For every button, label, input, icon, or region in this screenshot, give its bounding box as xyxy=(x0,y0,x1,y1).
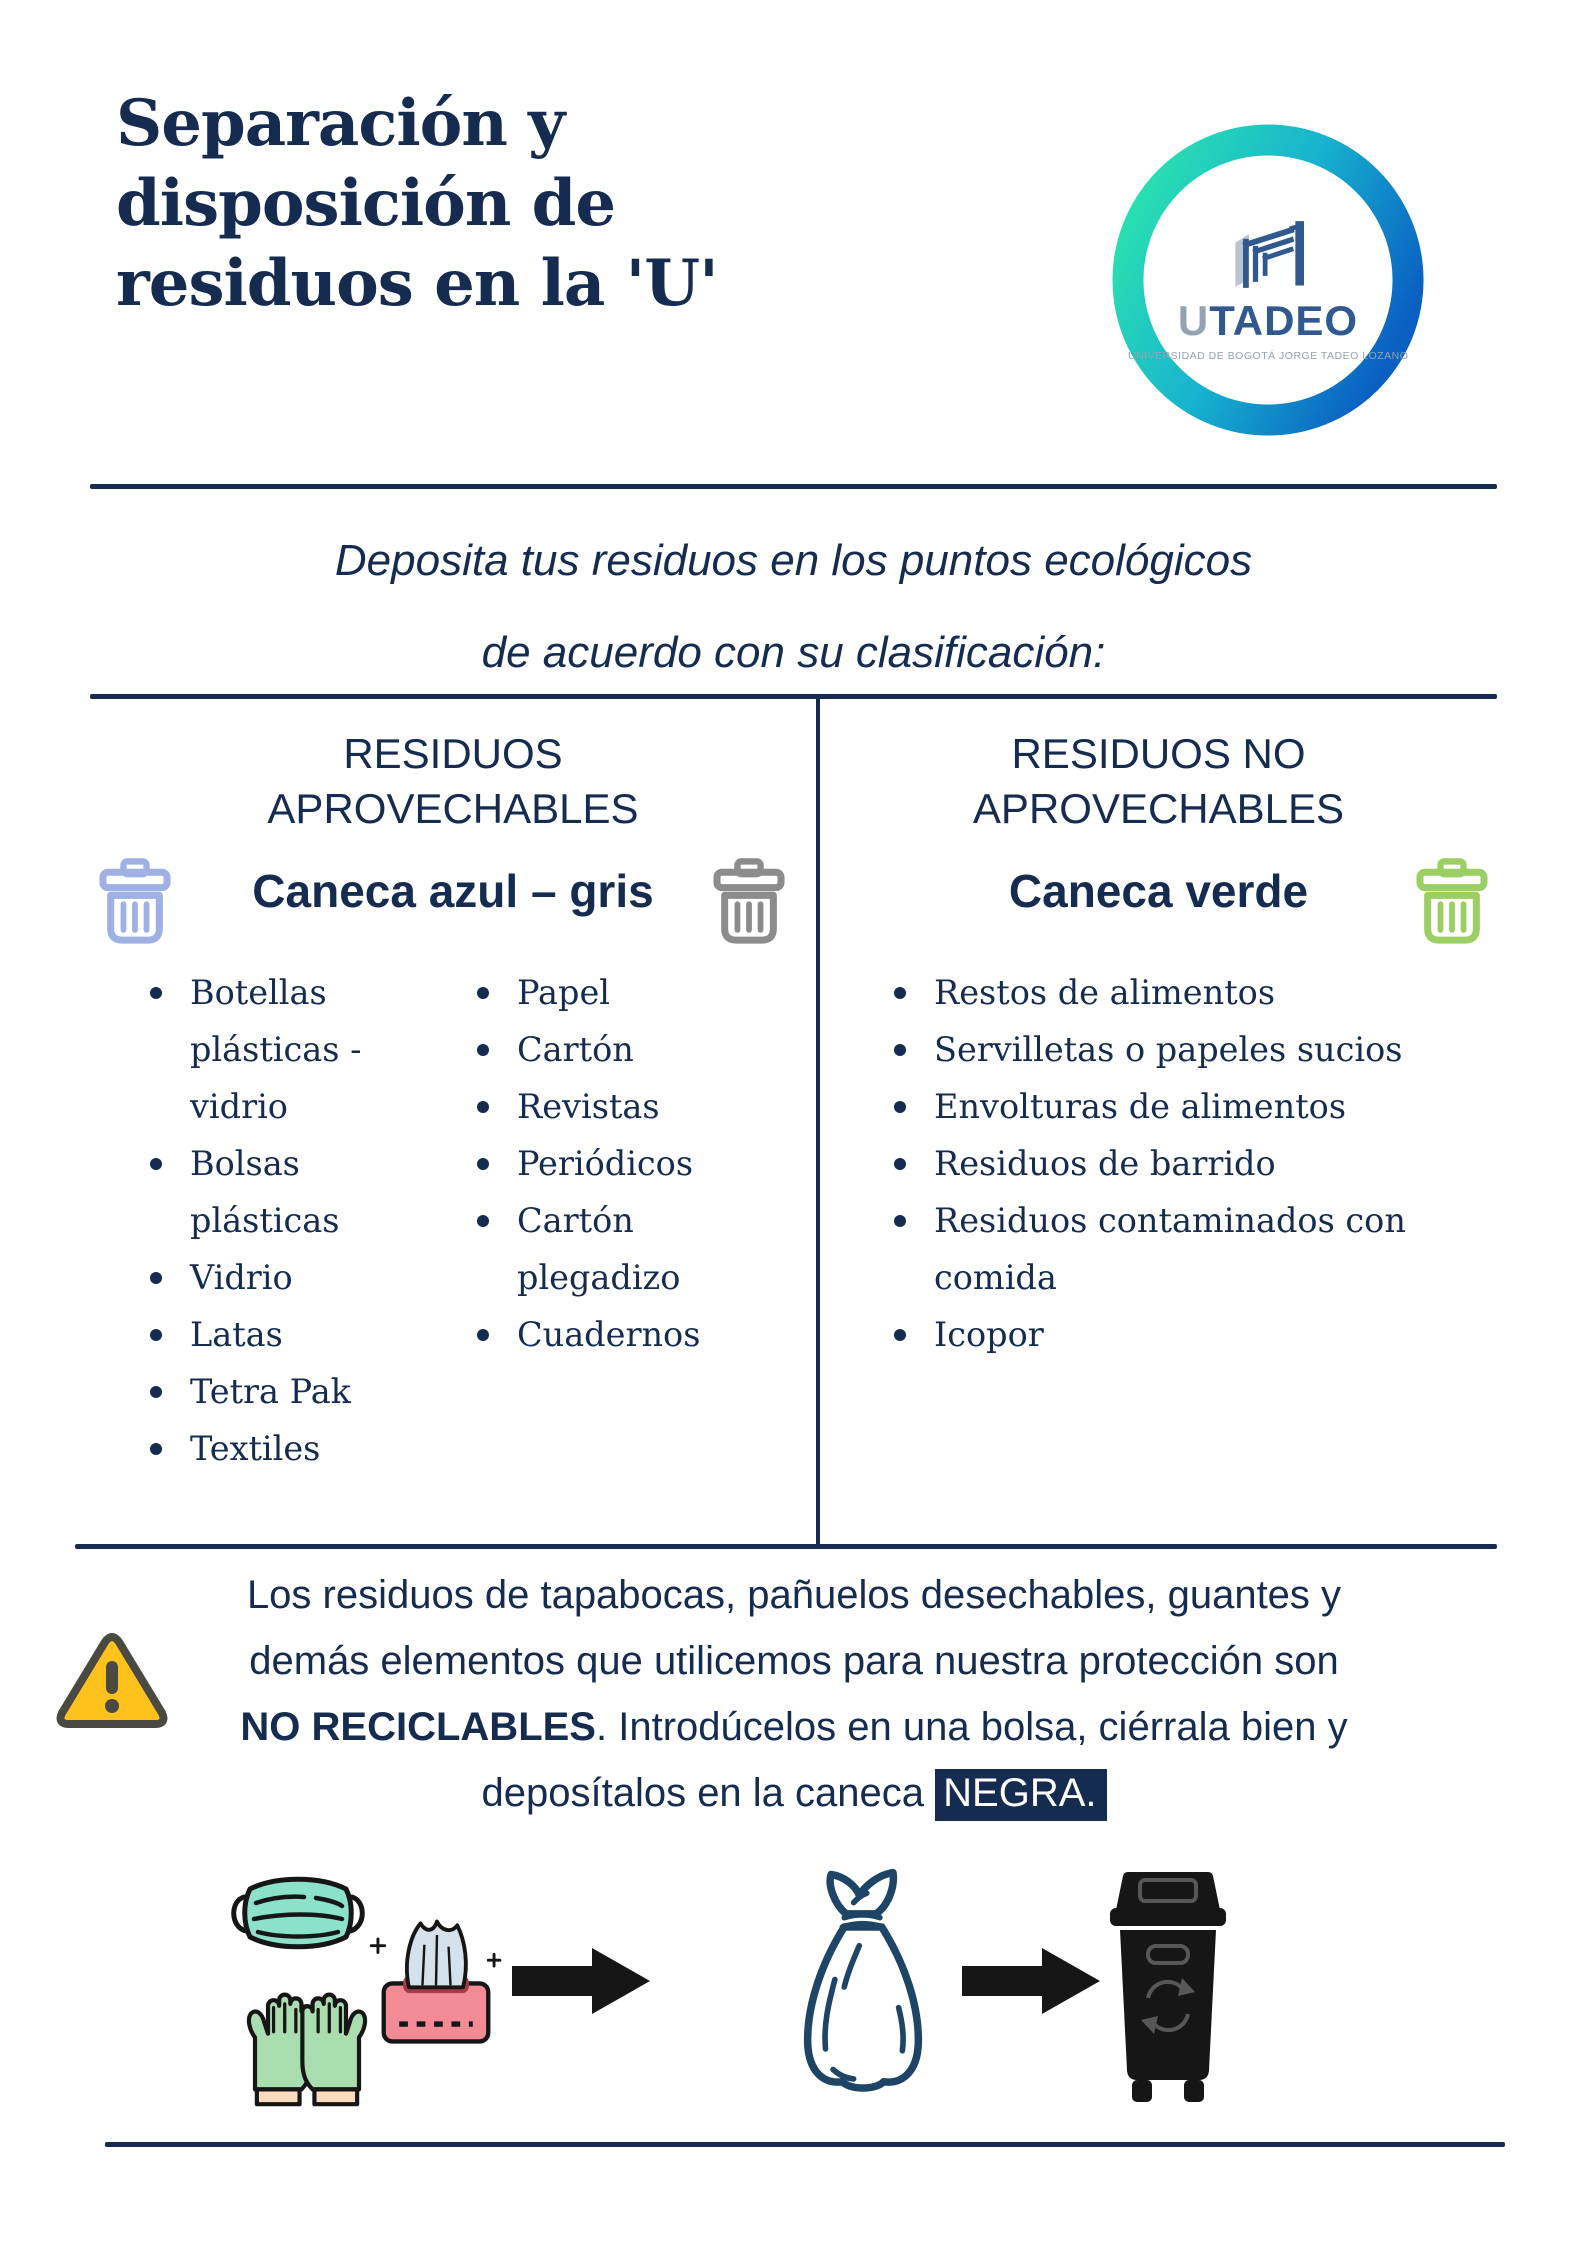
logo-gradient-ring-icon xyxy=(1112,124,1424,436)
negra-highlight: NEGRA. xyxy=(935,1769,1107,1821)
face-mask-icon xyxy=(231,1876,365,1950)
title-line-3: residuos en la 'U' xyxy=(116,246,719,321)
gloves-icon xyxy=(242,1968,372,2116)
list-item: Servilletas o papeles sucios xyxy=(892,1021,1504,1078)
gray-trash-can-icon xyxy=(708,858,790,948)
list-item: Cuadernos xyxy=(475,1306,777,1363)
recyclable-header: RESIDUOS APROVECHABLES xyxy=(267,730,639,832)
logo-tagline: UNIVERSIDAD DE BOGOTÁ JORGE TADEO LOZANO xyxy=(1128,350,1409,362)
list-item: Bolsas plásticas xyxy=(148,1135,400,1249)
logo-letter-u: U xyxy=(1177,297,1210,344)
list-item: Textiles xyxy=(148,1420,400,1477)
column-divider xyxy=(816,699,820,1547)
logo-wordmark: UTADEO xyxy=(1110,298,1426,344)
warning-line-3: NO RECICLABLES. Introdúcelos en una bols… xyxy=(240,1705,1348,1749)
utadeo-logo: UTADEO UNIVERSIDAD DE BOGOTÁ JORGE TADEO… xyxy=(1110,122,1426,438)
recyclable-list-1: Botellas plásticas - vidrio Bolsas plásti… xyxy=(148,964,400,1477)
green-trash-can-icon xyxy=(1411,858,1493,948)
green-bin-row: Caneca verde xyxy=(820,850,1497,950)
divider-columns-bottom xyxy=(75,1544,1497,1549)
list-item: Cartón plegadizo xyxy=(475,1192,777,1306)
divider-columns-top xyxy=(90,694,1497,699)
list-item: Icopor xyxy=(892,1306,1504,1363)
list-item: Botellas plásticas - vidrio xyxy=(148,964,400,1135)
open-book-icon xyxy=(1235,221,1304,288)
tissue-box-icon xyxy=(369,1919,502,2044)
list-item: Envolturas de alimentos xyxy=(892,1078,1504,1135)
warning-triangle-icon xyxy=(56,1633,168,1728)
black-waste-bin-icon xyxy=(1110,1872,1226,2102)
tied-bag-icon xyxy=(803,1868,923,2092)
warning-line-1: Los residuos de tapabocas, pañuelos dese… xyxy=(246,1573,1342,1617)
warning-line-2: demás elementos que utilicemos para nues… xyxy=(249,1639,1339,1683)
divider-top xyxy=(90,484,1497,489)
list-item: Residuos contaminados con comida xyxy=(892,1192,1504,1306)
arrow-right-icon xyxy=(512,1942,650,2020)
blue-gray-bin-row: Caneca azul – gris xyxy=(90,850,816,950)
warning-line-4: deposítalos en la caneca NEGRA. xyxy=(93,1760,1495,1826)
non-recyclable-list: Restos de alimentos Servilletas o papeles… xyxy=(892,964,1504,1363)
list-item: Latas xyxy=(148,1306,400,1363)
divider-bottom xyxy=(105,2142,1505,2147)
list-item: Periódicos xyxy=(475,1135,777,1192)
green-bin-label: Caneca verde xyxy=(1008,865,1309,917)
blue-gray-bin-label: Caneca azul – gris xyxy=(252,865,654,917)
arrow-right-icon xyxy=(962,1942,1100,2020)
non-recyclable-header: RESIDUOS NO APROVECHABLES xyxy=(972,730,1345,832)
list-item: Residuos de barrido xyxy=(892,1135,1504,1192)
logo-letters-tadeo: TADEO xyxy=(1209,297,1359,344)
list-item: Papel xyxy=(475,964,777,1021)
title-line-2: disposición de xyxy=(116,166,616,241)
list-item: Revistas xyxy=(475,1078,777,1135)
recyclable-list-2: Papel Cartón Revistas Periódicos Cartón pleg… xyxy=(475,964,777,1363)
subtitle-line-2: de acuerdo con su clasificación: xyxy=(481,628,1106,677)
subtitle-line-1: Deposita tus residuos en los puntos ecol… xyxy=(334,536,1253,585)
title-line-1: Separación y xyxy=(116,86,565,161)
list-item: Vidrio xyxy=(148,1249,400,1306)
list-item: Restos de alimentos xyxy=(892,964,1504,1021)
list-item: Cartón xyxy=(475,1021,777,1078)
page-title: Separación y disposición de residuos en … xyxy=(116,84,816,324)
warning-text: Los residuos de tapabocas, pañuelos dese… xyxy=(93,1562,1495,1826)
subtitle: Deposita tus residuos en los puntos ecol… xyxy=(90,515,1497,699)
list-item: Tetra Pak xyxy=(148,1363,400,1420)
no-reciclables-emphasis: NO RECICLABLES xyxy=(240,1705,596,1749)
